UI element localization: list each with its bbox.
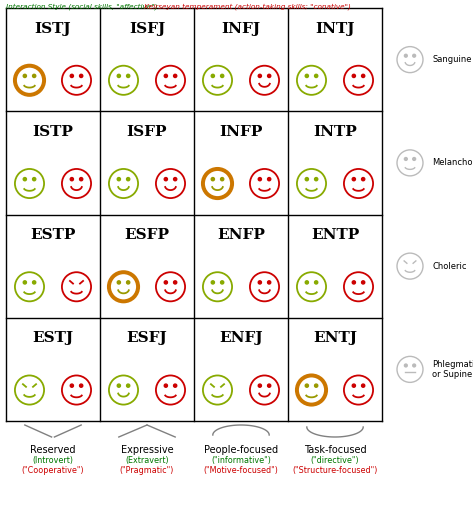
- Circle shape: [413, 157, 416, 160]
- Text: ENFP: ENFP: [217, 228, 265, 242]
- Circle shape: [33, 281, 36, 284]
- Circle shape: [117, 74, 121, 78]
- Text: INTJ: INTJ: [315, 21, 355, 36]
- Circle shape: [211, 74, 214, 78]
- Circle shape: [268, 177, 271, 181]
- Text: (Extravert): (Extravert): [125, 456, 169, 465]
- Circle shape: [352, 177, 355, 181]
- Circle shape: [413, 364, 416, 367]
- Text: Keirseyan temperament (action-taking skills; "conative"): Keirseyan temperament (action-taking ski…: [142, 3, 350, 10]
- Text: ("Motive-focused"): ("Motive-focused"): [203, 466, 279, 475]
- Text: INTP: INTP: [313, 125, 357, 139]
- Text: Choleric: Choleric: [432, 262, 466, 271]
- Text: ISFJ: ISFJ: [129, 21, 165, 36]
- Circle shape: [70, 74, 73, 78]
- Circle shape: [315, 384, 318, 387]
- Text: Expressive: Expressive: [121, 445, 173, 455]
- Text: Reserved: Reserved: [30, 445, 76, 455]
- Circle shape: [258, 74, 262, 78]
- Circle shape: [305, 384, 308, 387]
- Circle shape: [258, 177, 262, 181]
- Text: (Introvert): (Introvert): [33, 456, 73, 465]
- Circle shape: [268, 384, 271, 387]
- Circle shape: [352, 384, 355, 387]
- Circle shape: [164, 74, 167, 78]
- Circle shape: [404, 54, 407, 57]
- Text: INFP: INFP: [219, 125, 263, 139]
- Circle shape: [315, 177, 318, 181]
- Text: People-focused: People-focused: [204, 445, 278, 455]
- Circle shape: [127, 177, 130, 181]
- Circle shape: [164, 177, 167, 181]
- Text: ("Pragmatic"): ("Pragmatic"): [120, 466, 174, 475]
- Text: Sanguine: Sanguine: [432, 55, 472, 64]
- Circle shape: [404, 157, 407, 160]
- Circle shape: [361, 74, 365, 78]
- Text: Melancholy: Melancholy: [432, 158, 473, 168]
- Text: ISTJ: ISTJ: [35, 21, 71, 36]
- Circle shape: [305, 74, 308, 78]
- Text: ISFP: ISFP: [127, 125, 167, 139]
- Text: ("informative"): ("informative"): [211, 456, 271, 465]
- Circle shape: [79, 384, 83, 387]
- Text: ESFP: ESFP: [124, 228, 169, 242]
- Text: Phlegmatic
or Supine: Phlegmatic or Supine: [432, 360, 473, 379]
- Circle shape: [268, 74, 271, 78]
- Circle shape: [268, 281, 271, 284]
- Circle shape: [305, 177, 308, 181]
- Text: ("directive"): ("directive"): [311, 456, 359, 465]
- Circle shape: [352, 281, 355, 284]
- Circle shape: [174, 281, 177, 284]
- Text: ("Cooperative"): ("Cooperative"): [22, 466, 84, 475]
- Text: ESTP: ESTP: [30, 228, 76, 242]
- Circle shape: [211, 281, 214, 284]
- Circle shape: [174, 177, 177, 181]
- Circle shape: [164, 384, 167, 387]
- Circle shape: [70, 384, 73, 387]
- Circle shape: [174, 74, 177, 78]
- Circle shape: [117, 281, 121, 284]
- Circle shape: [117, 384, 121, 387]
- Circle shape: [258, 281, 262, 284]
- Text: ("Structure-focused"): ("Structure-focused"): [292, 466, 377, 475]
- Circle shape: [79, 74, 83, 78]
- Circle shape: [220, 74, 224, 78]
- Circle shape: [127, 74, 130, 78]
- Circle shape: [70, 177, 73, 181]
- Circle shape: [33, 74, 36, 78]
- Circle shape: [315, 281, 318, 284]
- Text: ENTP: ENTP: [311, 228, 359, 242]
- Text: ISTP: ISTP: [33, 125, 73, 139]
- Text: ENFJ: ENFJ: [219, 332, 263, 345]
- Circle shape: [315, 74, 318, 78]
- Circle shape: [127, 384, 130, 387]
- Circle shape: [220, 177, 224, 181]
- Circle shape: [79, 177, 83, 181]
- Circle shape: [220, 281, 224, 284]
- Circle shape: [352, 74, 355, 78]
- Circle shape: [361, 281, 365, 284]
- Circle shape: [33, 177, 36, 181]
- Text: ESTJ: ESTJ: [33, 332, 74, 345]
- Circle shape: [404, 364, 407, 367]
- Circle shape: [117, 177, 121, 181]
- Circle shape: [361, 384, 365, 387]
- Text: INFJ: INFJ: [221, 21, 261, 36]
- Circle shape: [174, 384, 177, 387]
- Circle shape: [23, 281, 26, 284]
- Circle shape: [211, 177, 214, 181]
- Circle shape: [413, 54, 416, 57]
- Circle shape: [305, 281, 308, 284]
- Circle shape: [164, 281, 167, 284]
- Circle shape: [258, 384, 262, 387]
- Text: Interaction Style (social skills, "affective"): Interaction Style (social skills, "affec…: [6, 3, 158, 10]
- Text: Task-focused: Task-focused: [304, 445, 366, 455]
- Circle shape: [127, 281, 130, 284]
- Circle shape: [23, 74, 26, 78]
- Text: ESFJ: ESFJ: [127, 332, 167, 345]
- Circle shape: [23, 177, 26, 181]
- Circle shape: [361, 177, 365, 181]
- Text: ENTJ: ENTJ: [313, 332, 357, 345]
